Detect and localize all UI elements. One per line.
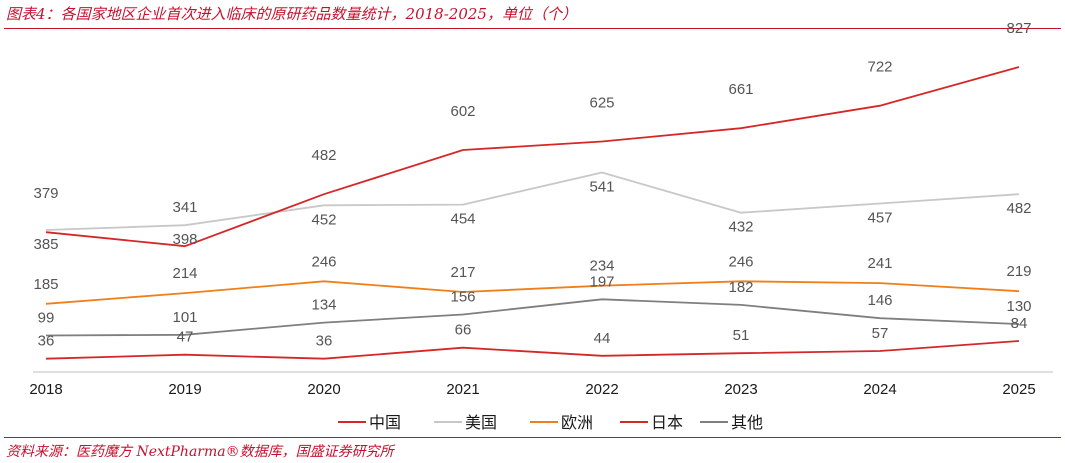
- data-label: 454: [450, 211, 475, 228]
- data-label: 36: [316, 333, 333, 350]
- x-tick-label: 2020: [307, 381, 340, 398]
- data-label: 197: [589, 273, 614, 290]
- data-label: 457: [867, 210, 892, 227]
- data-label: 219: [1006, 263, 1031, 280]
- data-label: 246: [728, 253, 753, 270]
- x-tick-label: 2025: [1002, 381, 1035, 398]
- data-label: 722: [867, 59, 892, 76]
- data-label: 51: [733, 327, 750, 344]
- x-tick-label: 2019: [168, 381, 201, 398]
- data-label: 234: [589, 258, 614, 275]
- data-label: 482: [311, 147, 336, 164]
- data-label: 36: [38, 333, 55, 350]
- series-lines: [45, 66, 1020, 360]
- data-label: 146: [867, 292, 892, 309]
- data-label: 661: [728, 81, 753, 98]
- data-label: 241: [867, 255, 892, 272]
- chart-title: 图表4：各国家地区企业首次进入临床的原研药品数量统计，2018-2025，单位（…: [6, 5, 577, 23]
- data-label: 341: [172, 199, 197, 216]
- data-label: 625: [589, 95, 614, 112]
- data-label: 57: [872, 325, 889, 342]
- data-label: 185: [33, 276, 58, 293]
- data-label: 47: [177, 329, 194, 346]
- series-line-2: [45, 280, 1020, 305]
- data-label: 452: [311, 211, 336, 228]
- x-tick-label: 2022: [585, 381, 618, 398]
- data-label: 541: [589, 179, 614, 196]
- data-label: 385: [33, 236, 58, 253]
- x-tick-label: 2023: [724, 381, 757, 398]
- data-label: 84: [1011, 315, 1028, 332]
- data-label: 602: [450, 103, 475, 120]
- x-tick-label: 2021: [446, 381, 479, 398]
- series-line-1: [45, 171, 1020, 231]
- data-label: 44: [594, 330, 611, 347]
- data-label: 379: [33, 185, 58, 202]
- data-labels: 379 341 482 602 625 661 722 827 385 398 452 454 541 4…: [33, 20, 1031, 350]
- legend-item-label: 其他: [731, 413, 763, 432]
- data-label: 156: [450, 289, 475, 306]
- legend-item-label: 欧洲: [561, 413, 593, 432]
- data-label: 99: [38, 310, 55, 327]
- source-note: 资料来源：医药魔方 NextPharma®数据库，国盛证券研究所: [6, 444, 394, 460]
- data-label: 130: [1006, 298, 1031, 315]
- legend: 中国 美国 欧洲 日本 其他: [338, 413, 763, 432]
- data-label: 217: [450, 264, 475, 281]
- data-label: 101: [172, 309, 197, 326]
- x-tick-label: 2024: [863, 381, 896, 398]
- series-line-0: [45, 66, 1020, 248]
- data-label: 246: [311, 253, 336, 270]
- series-line-3: [45, 340, 1020, 360]
- title-divider: [4, 28, 1061, 29]
- legend-item-label: 日本: [651, 413, 683, 432]
- legend-item-label: 中国: [369, 413, 401, 432]
- data-label: 827: [1006, 20, 1031, 37]
- data-label: 482: [1006, 200, 1031, 217]
- data-label: 134: [311, 297, 336, 314]
- x-tick-labels: 2018 2019 2020 2021 2022 2023 2024 2025: [29, 381, 1035, 398]
- x-tick-label: 2018: [29, 381, 62, 398]
- data-label: 66: [455, 322, 472, 339]
- source-divider: [4, 437, 1061, 438]
- data-label: 432: [728, 219, 753, 236]
- data-label: 214: [172, 265, 197, 282]
- legend-item-label: 美国: [465, 413, 497, 432]
- series-line-4: [45, 298, 1020, 337]
- data-label: 398: [172, 231, 197, 248]
- data-label: 182: [728, 279, 753, 296]
